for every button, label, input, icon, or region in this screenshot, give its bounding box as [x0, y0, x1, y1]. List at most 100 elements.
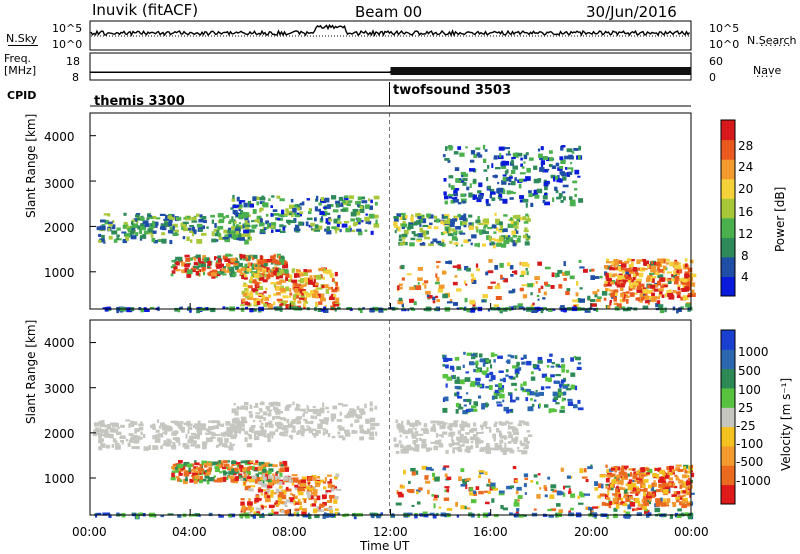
- scatter-cell: [560, 467, 564, 472]
- scatter-cell: [100, 443, 106, 446]
- scatter-cell: [203, 257, 210, 262]
- scatter-cell: [201, 441, 208, 446]
- scatter-cell: [328, 296, 335, 301]
- scatter-cell: [552, 197, 555, 202]
- scatter-cell: [172, 264, 176, 267]
- scatter-cell: [498, 393, 505, 399]
- scatter-cell: [453, 420, 459, 423]
- scatter-cell: [270, 213, 273, 217]
- scatter-cell: [173, 233, 179, 236]
- scatter-cell: [629, 259, 635, 262]
- xtick-12: 12:00: [373, 525, 408, 539]
- scatter-cell: [286, 428, 289, 432]
- scatter-cell: [444, 219, 450, 225]
- scatter-cell: [606, 272, 612, 278]
- scatter-cell: [569, 275, 575, 280]
- scatter-cell: [442, 407, 448, 413]
- scatter-cell: [605, 258, 610, 263]
- scatter-cell: [257, 269, 260, 274]
- scatter-cell: [184, 478, 188, 482]
- scatter-cell: [222, 273, 227, 276]
- scatter-cell: [646, 513, 650, 518]
- scatter-cell: [486, 367, 489, 372]
- scatter-cell: [645, 260, 649, 264]
- scatter-cell: [506, 485, 513, 490]
- scatter-cell: [135, 514, 139, 519]
- scatter-cell: [278, 260, 285, 265]
- scatter-cell: [337, 214, 341, 219]
- scatter-cell: [102, 307, 107, 310]
- scatter-cell: [470, 440, 474, 444]
- scatter-cell: [137, 225, 142, 230]
- scatter-cell: [549, 150, 553, 154]
- scatter-cell: [208, 426, 214, 431]
- scatter-cell: [140, 234, 143, 237]
- scatter-cell: [460, 193, 466, 198]
- scatter-cell: [647, 512, 652, 516]
- scatter-cell: [478, 395, 482, 399]
- scatter-cell: [414, 514, 418, 519]
- scatter-cell: [263, 303, 268, 308]
- scatter-cell: [508, 375, 513, 379]
- scatter-cell: [251, 220, 255, 223]
- scatter-cell: [238, 475, 243, 478]
- scatter-cell: [280, 467, 286, 473]
- scatter-cell: [246, 296, 253, 300]
- scatter-cell: [454, 167, 460, 171]
- scatter-cell: [112, 430, 116, 433]
- scatter-cell: [206, 480, 210, 485]
- scatter-cell: [129, 225, 133, 230]
- scatter-cell: [472, 422, 477, 427]
- scatter-cell: [275, 281, 278, 285]
- scatter-cell: [512, 428, 516, 433]
- scatter-cell: [486, 203, 491, 207]
- scatter-cell: [638, 272, 644, 278]
- scatter-cell: [233, 417, 240, 420]
- scatter-cell: [231, 230, 237, 235]
- scatter-cell: [243, 214, 246, 218]
- scatter-cell: [178, 424, 182, 430]
- scatter-cell: [459, 307, 464, 310]
- scatter-cell: [260, 229, 266, 233]
- scatter-cell: [430, 468, 434, 471]
- scatter-cell: [449, 240, 453, 244]
- scatter-cell: [144, 308, 150, 312]
- scatter-cell: [537, 298, 540, 301]
- scatter-cell: [247, 505, 252, 511]
- scatter-cell: [285, 286, 290, 292]
- scatter-cell: [277, 478, 280, 483]
- scatter-cell: [338, 435, 344, 439]
- scatter-cell: [475, 369, 480, 373]
- scatter-cell: [380, 512, 383, 515]
- scatter-cell: [468, 492, 474, 496]
- scatter-cell: [138, 229, 143, 234]
- scatter-cell: [642, 485, 646, 488]
- scatter-cell: [523, 221, 529, 224]
- scatter-cell: [460, 468, 465, 472]
- scatter-cell: [654, 507, 661, 513]
- scatter-cell: [276, 292, 281, 296]
- scatter-cell: [314, 514, 320, 519]
- scatter-cell: [161, 232, 166, 236]
- scatter-cell: [493, 437, 496, 442]
- scatter-cell: [322, 431, 326, 436]
- scatter-cell: [484, 471, 488, 475]
- scatter-cell: [524, 444, 529, 449]
- scatter-cell: [260, 426, 265, 432]
- scatter-cell: [669, 469, 675, 473]
- scatter-cell: [475, 443, 479, 448]
- scatter-cell: [424, 513, 429, 518]
- scatter-cell: [355, 210, 360, 216]
- scatter-cell: [292, 268, 295, 272]
- scatter-cell: [418, 214, 425, 220]
- scatter-cell: [106, 306, 111, 309]
- scatter-cell: [530, 376, 536, 381]
- scatter-cell: [690, 289, 695, 295]
- scatter-cell: [315, 282, 319, 286]
- scatter-cell: [256, 498, 262, 501]
- scatter-cell: [626, 298, 629, 304]
- power-cbar-tick-20: 20: [738, 182, 754, 196]
- scatter-cell: [469, 183, 472, 188]
- scatter-cell: [239, 254, 246, 259]
- scatter-cell: [444, 486, 450, 489]
